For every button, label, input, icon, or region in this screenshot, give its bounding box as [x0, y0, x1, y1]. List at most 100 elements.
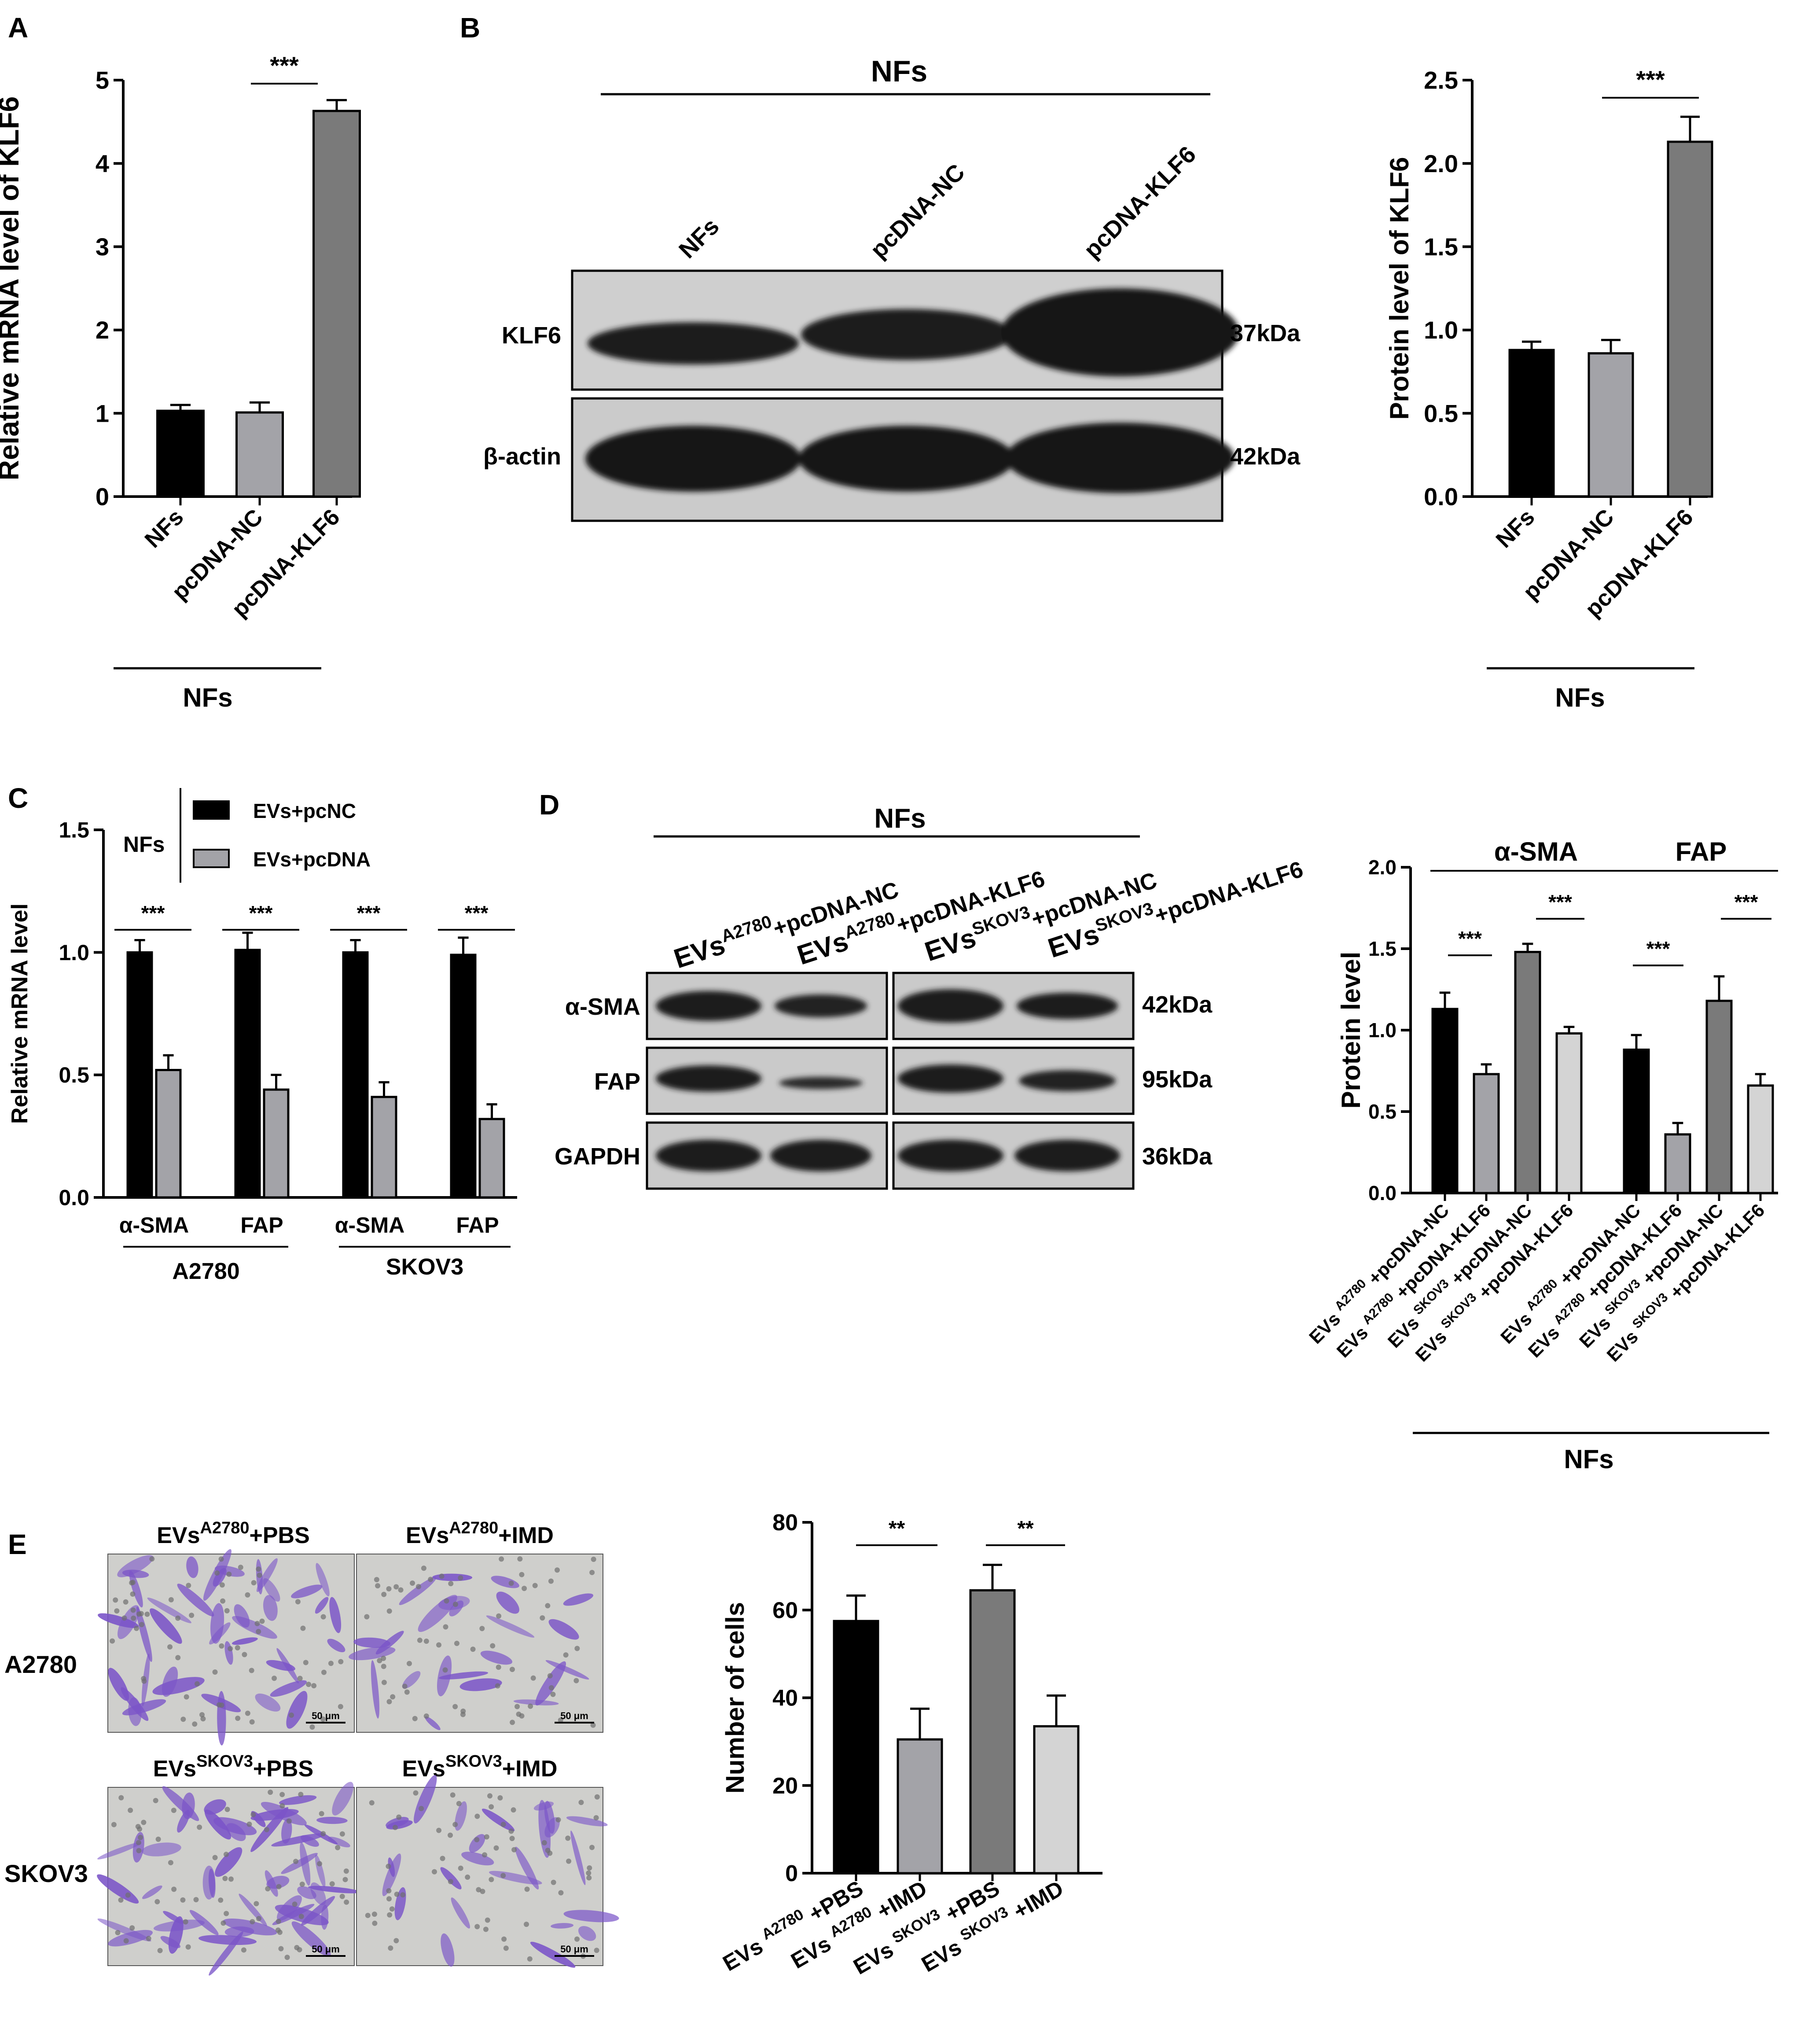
chart-c-group-label: A2780	[172, 1259, 239, 1284]
chart-a-ytick-label: 4	[96, 150, 109, 177]
membrane-pore	[272, 1676, 277, 1681]
membrane-pore	[306, 1682, 312, 1687]
membrane-pore	[235, 1645, 240, 1650]
panel-b-blot: NFs NFs pcDNA-NC pcDNA-KLF6 KLF6 β-actin…	[483, 55, 1301, 522]
membrane-pore	[256, 1916, 261, 1922]
membrane-pore	[175, 1655, 181, 1661]
panel-letter-c: C	[8, 782, 28, 814]
membrane-pore	[508, 1580, 514, 1586]
membrane-pore	[394, 1891, 400, 1897]
blot-b-band-klf6-3	[1001, 288, 1239, 376]
membrane-pore	[219, 1702, 224, 1708]
chart-d-bar	[1664, 1133, 1691, 1194]
chart-c-ytick-label: 0.5	[59, 1063, 89, 1087]
membrane-pore	[212, 1855, 218, 1860]
chart-c-legend-title: NFs	[123, 832, 165, 857]
membrane-pore	[522, 1586, 527, 1591]
membrane-pore	[589, 1569, 595, 1575]
chart-d-bar	[1747, 1084, 1774, 1194]
membrane-pore	[111, 1822, 117, 1827]
membrane-pore	[594, 1948, 599, 1953]
membrane-pore	[289, 1712, 294, 1718]
membrane-pore	[180, 1716, 186, 1722]
stained-cell	[160, 1936, 180, 1948]
membrane-pore	[298, 1792, 304, 1797]
chart-c-legend-label: EVs+pcDNA	[253, 848, 371, 871]
membrane-pore	[293, 1859, 298, 1864]
membrane-pore	[131, 1615, 136, 1621]
membrane-pore	[319, 1811, 324, 1816]
chart-c: 0.0 0.5 1.0 1.5 Relative mRNA level *** α-SMA *…	[7, 788, 517, 1284]
membrane-pore	[574, 1646, 580, 1651]
chart-b-ylabel: Protein level of KLF6	[1385, 157, 1414, 420]
chart-d: 0.0 0.5 1.0 1.5 2.0 Protein level *** *** *** ***…	[1305, 837, 1778, 1474]
stained-cell	[177, 1584, 214, 1617]
membrane-pore	[130, 1607, 136, 1613]
blot-b-row-label-actin: β-actin	[483, 443, 561, 470]
chart-b: 0.0 0.5 1.0 1.5 2.0 2.5 Protein level of KLF6 N…	[1385, 66, 1713, 712]
membrane-pore	[218, 1556, 224, 1562]
stained-cell	[281, 1852, 318, 1874]
chart-b-ytick-label: 0.5	[1424, 399, 1458, 427]
membrane-pore	[474, 1924, 480, 1930]
membrane-pore	[295, 1599, 301, 1605]
membrane-pore	[197, 1824, 202, 1830]
membrane-pore	[386, 1608, 392, 1614]
blot-d-band-fap-3	[898, 1064, 1003, 1093]
scale-bar-label: 50 μm	[312, 1944, 340, 1955]
membrane-pore	[113, 1597, 118, 1603]
membrane-pore	[485, 1917, 490, 1923]
membrane-pore	[249, 1719, 255, 1725]
chart-e-ytick-label: 40	[772, 1686, 798, 1711]
stained-cell	[316, 1816, 348, 1824]
membrane-pore	[223, 1852, 229, 1857]
membrane-pore	[517, 1556, 523, 1562]
membrane-pore	[479, 1626, 485, 1632]
membrane-pore	[228, 1646, 233, 1652]
stained-cell	[210, 1603, 224, 1644]
stained-cell	[496, 1591, 519, 1614]
stained-cell	[198, 1935, 257, 1945]
chart-a-sig-label: ***	[270, 52, 299, 79]
membrane-pore	[256, 1629, 261, 1635]
blot-d-band-fap-4	[1019, 1070, 1116, 1091]
membrane-pore	[474, 1813, 480, 1819]
membrane-pore	[343, 1868, 349, 1874]
membrane-pore	[130, 1591, 136, 1597]
chart-c-xtick-label: α-SMA	[119, 1213, 189, 1237]
chart-c-ytick-label: 1.0	[59, 940, 89, 965]
membrane-pore	[254, 1901, 259, 1907]
stained-cell	[332, 1782, 354, 1816]
membrane-pore	[496, 1665, 501, 1670]
stained-cell	[455, 1801, 467, 1831]
membrane-pore	[573, 1678, 579, 1683]
chart-c-group-label: SKOV3	[386, 1254, 463, 1280]
stained-cell	[349, 1646, 396, 1661]
membrane-pore	[440, 1856, 445, 1861]
membrane-pore	[381, 1591, 387, 1597]
stained-cell	[300, 1842, 311, 1886]
chart-e-ytick-label: 0	[785, 1861, 798, 1886]
membrane-pore	[279, 1803, 285, 1809]
membrane-pore	[242, 1652, 247, 1657]
membrane-pore	[192, 1721, 198, 1727]
blot-d-band-sma-3	[898, 989, 1003, 1023]
membrane-pore	[292, 1901, 298, 1907]
blot-b-row-label-klf6: KLF6	[502, 322, 561, 349]
membrane-pore	[452, 1602, 458, 1607]
membrane-pore	[393, 1938, 399, 1944]
membrane-pore	[448, 1879, 453, 1885]
membrane-pore	[329, 1881, 335, 1887]
membrane-pore	[547, 1850, 553, 1856]
membrane-pore	[487, 1793, 493, 1799]
stained-cell	[570, 1830, 586, 1886]
chart-a-bar	[156, 409, 205, 498]
membrane-pore	[224, 1608, 230, 1613]
membrane-pore	[200, 1716, 206, 1722]
membrane-pore	[264, 1827, 269, 1833]
membrane-pore	[514, 1704, 520, 1709]
membrane-pore	[154, 1899, 160, 1904]
stained-cell	[263, 1595, 278, 1621]
membrane-pore	[125, 1892, 131, 1898]
membrane-pore	[381, 1679, 387, 1685]
